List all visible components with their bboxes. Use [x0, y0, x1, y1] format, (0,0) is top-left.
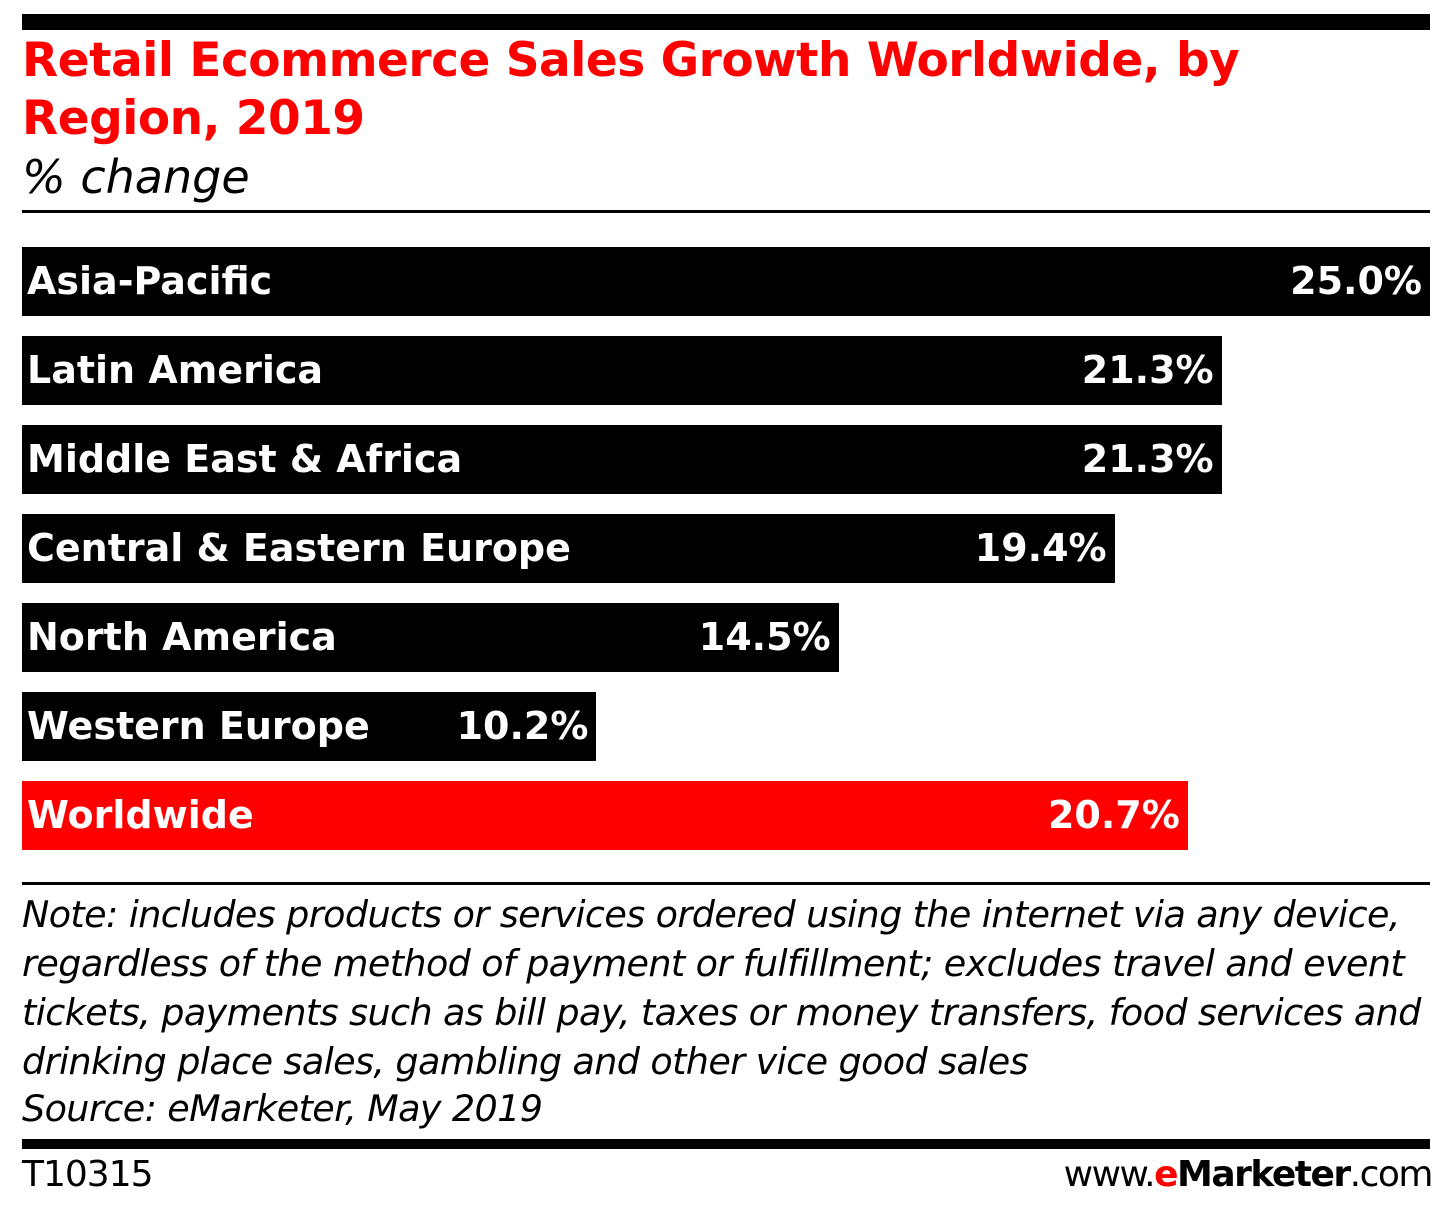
- value-label: 14.5%: [698, 615, 831, 659]
- value-label: 20.7%: [1047, 793, 1180, 837]
- bar-middle-east-africa: Middle East & Africa 21.3%: [22, 425, 1222, 494]
- bar-western-europe: Western Europe 10.2%: [22, 692, 597, 761]
- chart-note: Note: includes products or services orde…: [22, 893, 1421, 1083]
- site-suffix: .com: [1349, 1154, 1434, 1195]
- value-label: 10.2%: [456, 704, 589, 748]
- chart-code: T10315: [22, 1154, 154, 1195]
- chart-source: Source: eMarketer, May 2019: [22, 1087, 543, 1130]
- value-label: 19.4%: [974, 526, 1107, 570]
- bar-latin-america: Latin America 21.3%: [22, 336, 1222, 405]
- note-rule: [22, 882, 1430, 885]
- value-label: 21.3%: [1081, 348, 1214, 392]
- category-label: Worldwide: [27, 793, 254, 837]
- site-e: e: [1154, 1154, 1178, 1195]
- emarketer-logo: www.eMarketer.com: [1063, 1152, 1434, 1198]
- bar-north-america: North America 14.5%: [22, 603, 839, 672]
- site-brand: Marketer: [1177, 1154, 1351, 1195]
- category-label: Central & Eastern Europe: [27, 526, 571, 570]
- category-label: North America: [27, 615, 337, 659]
- chart-subtitle: % change: [22, 150, 250, 204]
- category-label: Western Europe: [27, 704, 370, 748]
- value-label: 21.3%: [1081, 437, 1214, 481]
- header-rule: [22, 210, 1430, 213]
- bar-asia-pacific: Asia-Pacific 25.0%: [22, 247, 1430, 316]
- chart-title: Retail Ecommerce Sales Growth Worldwide,…: [22, 33, 1240, 146]
- bar-worldwide: Worldwide 20.7%: [22, 781, 1188, 850]
- category-label: Middle East & Africa: [27, 437, 463, 481]
- category-label: Asia-Pacific: [27, 259, 273, 303]
- value-label: 25.0%: [1290, 259, 1422, 303]
- footer-rule: [22, 1139, 1430, 1149]
- bar-central-eastern-europe: Central & Eastern Europe 19.4%: [22, 514, 1115, 583]
- top-rule: [22, 14, 1430, 30]
- category-label: Latin America: [27, 348, 324, 392]
- site-prefix: www.: [1063, 1154, 1156, 1195]
